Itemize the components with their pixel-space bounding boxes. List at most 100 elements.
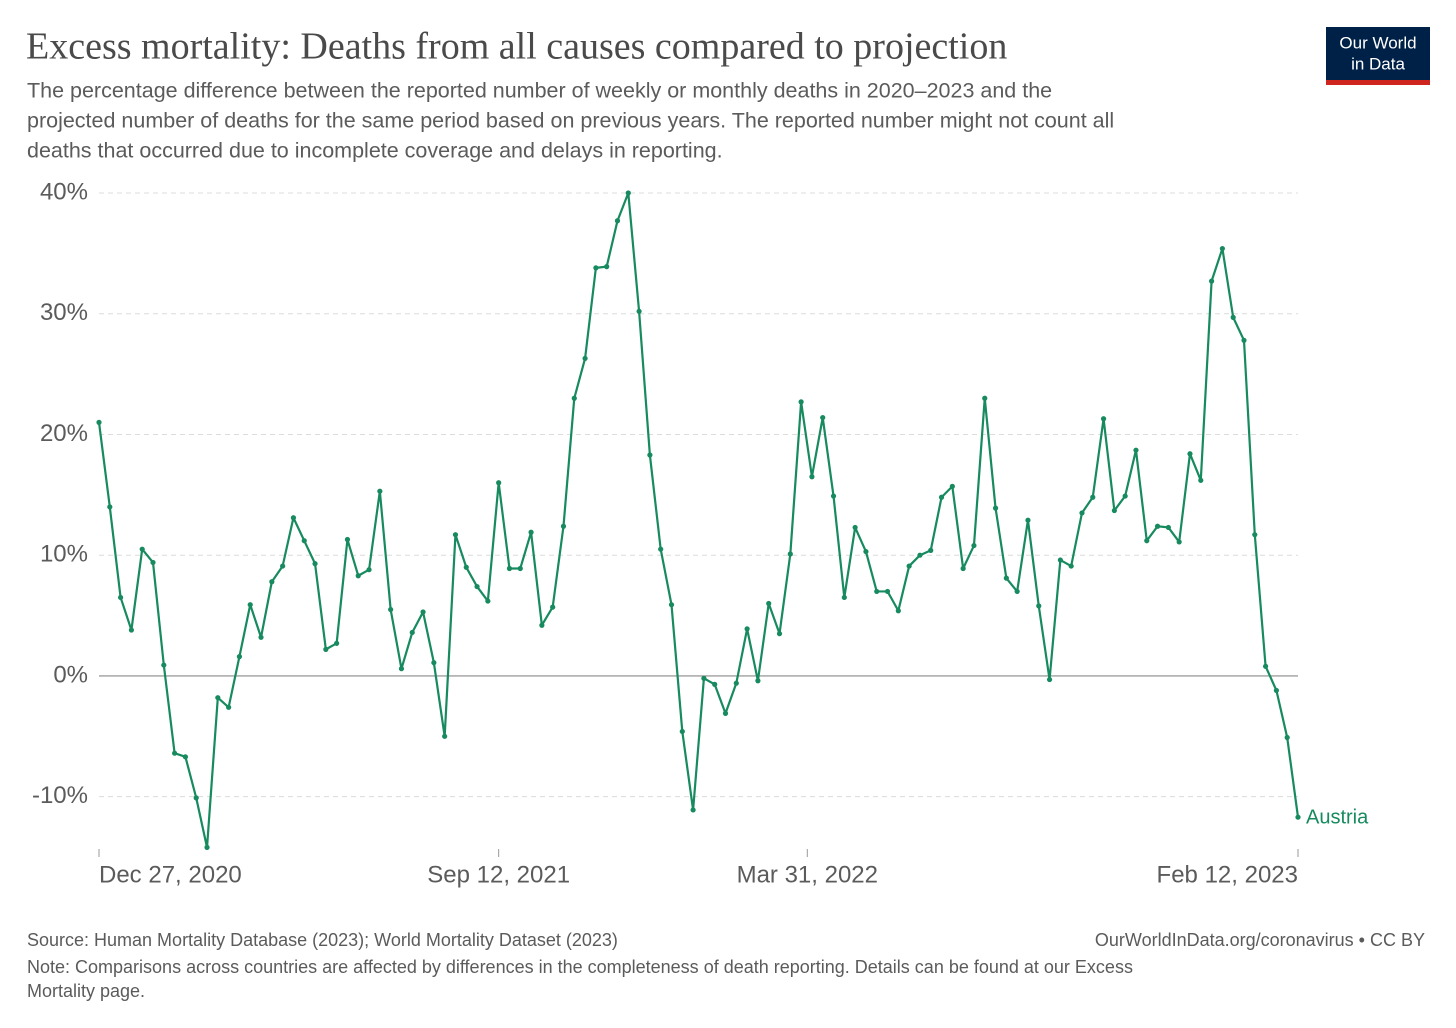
data-point: [1176, 539, 1182, 545]
data-point: [820, 414, 826, 421]
note-line: Note: Comparisons across countries are a…: [27, 957, 1133, 977]
data-point: [1100, 416, 1107, 422]
data-point: [1122, 493, 1128, 499]
data-point: [733, 680, 739, 686]
data-point: [150, 559, 156, 566]
data-point: [992, 505, 999, 511]
data-point: [1273, 687, 1279, 694]
data-point: [182, 754, 189, 760]
data-point: [204, 844, 210, 850]
data-point: [1187, 451, 1193, 457]
data-point: [1219, 245, 1225, 252]
data-point: [118, 594, 124, 601]
data-point: [474, 583, 480, 590]
chart-title: Excess mortality: Deaths from all causes…: [26, 26, 1007, 68]
data-point: [1295, 814, 1301, 820]
data-point: [1144, 538, 1150, 544]
data-point: [1025, 517, 1031, 523]
source: Source: Human Mortality Database (2023);…: [27, 930, 618, 950]
y-tick-label: 30%: [40, 299, 88, 326]
data-point: [874, 588, 880, 595]
data-point: [539, 622, 545, 628]
data-point: [128, 627, 135, 633]
data-point: [582, 355, 588, 362]
data-point: [528, 529, 534, 535]
data-point: [755, 678, 761, 684]
data-point: [1057, 557, 1063, 563]
data-point: [949, 483, 955, 489]
data-point: [517, 565, 523, 572]
data-point: [236, 654, 243, 660]
data-point: [960, 565, 966, 572]
y-tick-label: -10%: [32, 782, 88, 809]
data-point: [928, 547, 934, 553]
data-point: [1014, 588, 1020, 595]
data-point: [658, 546, 664, 552]
data-point: [701, 675, 707, 681]
data-point: [442, 733, 448, 739]
data-point: [193, 795, 199, 801]
data-point: [668, 602, 675, 608]
data-point: [172, 750, 178, 756]
data-point: [809, 474, 815, 480]
x-tick-label: Mar 31, 2022: [737, 861, 878, 888]
data-point: [215, 695, 221, 701]
data-point: [895, 608, 901, 614]
data-point: [496, 480, 502, 486]
data-point: [1252, 532, 1258, 538]
subtitle-line: The percentage difference between the re…: [27, 79, 1052, 103]
data-point: [982, 395, 988, 401]
data-point: [1262, 663, 1269, 669]
data-point: [1111, 507, 1117, 514]
data-point: [366, 567, 372, 573]
data-point: [226, 704, 232, 710]
data-point: [938, 494, 945, 500]
logo-text: Our World: [1339, 33, 1416, 52]
data-point: [506, 565, 513, 572]
data-point: [1284, 734, 1290, 741]
data-point: [96, 419, 102, 425]
data-point: [1154, 523, 1161, 529]
data-point: [1241, 337, 1247, 343]
data-point: [841, 594, 847, 601]
data-point: [906, 563, 912, 569]
data-point: [312, 561, 318, 567]
credit: OurWorldInData.org/coronavirus • CC BY: [1095, 930, 1425, 950]
data-point: [884, 588, 891, 595]
data-point: [1090, 494, 1096, 500]
data-point: [647, 452, 653, 458]
data-point: [388, 606, 394, 613]
logo-bar: [1326, 80, 1430, 85]
data-point: [161, 662, 167, 668]
data-point: [485, 598, 491, 604]
y-tick-label: 20%: [40, 420, 88, 447]
x-tick-label: Dec 27, 2020: [99, 861, 242, 888]
y-tick-label: 0%: [53, 661, 88, 688]
data-point: [550, 604, 556, 610]
data-point: [258, 634, 264, 640]
data-point: [409, 629, 415, 636]
data-point: [247, 602, 253, 608]
data-point: [1068, 563, 1074, 569]
data-point: [420, 609, 426, 615]
data-point: [560, 523, 567, 529]
data-point: [712, 681, 718, 687]
logo-text: in Data: [1351, 54, 1405, 73]
data-point: [593, 265, 599, 271]
data-point: [798, 399, 804, 405]
data-point: [1046, 676, 1053, 683]
data-point: [852, 524, 858, 531]
data-point: [301, 538, 307, 544]
data-point: [744, 626, 750, 632]
data-point: [971, 542, 977, 549]
data-point: [614, 218, 621, 224]
data-point: [776, 631, 783, 637]
data-point: [431, 660, 437, 666]
data-point: [830, 493, 837, 499]
note-line: Mortality page.: [27, 981, 145, 1001]
data-point: [604, 264, 610, 270]
data-point: [452, 532, 459, 538]
data-point: [107, 504, 113, 510]
data-point: [625, 190, 631, 196]
data-point: [334, 640, 340, 646]
